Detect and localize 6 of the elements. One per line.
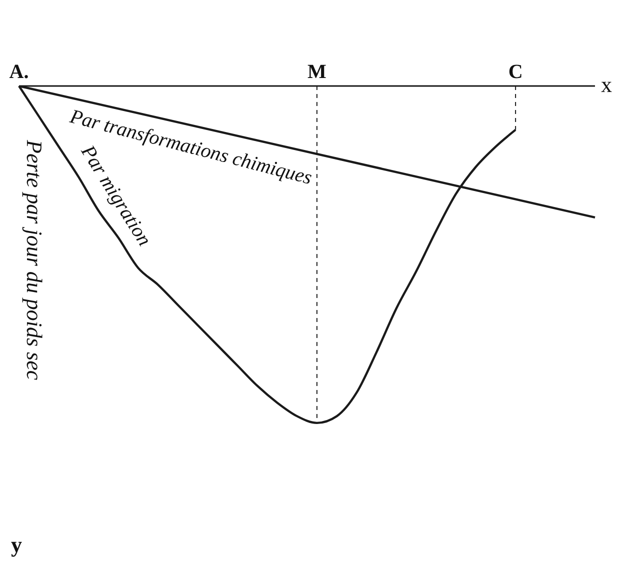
x-tick-label: C [508,61,523,83]
x-axis-title: x [601,72,612,97]
x-tick-label: M [307,61,326,83]
annotation: Perte par jour du poids sec [22,139,47,380]
y-axis-title: y [11,532,22,557]
x-tick-label: A. [9,61,29,83]
